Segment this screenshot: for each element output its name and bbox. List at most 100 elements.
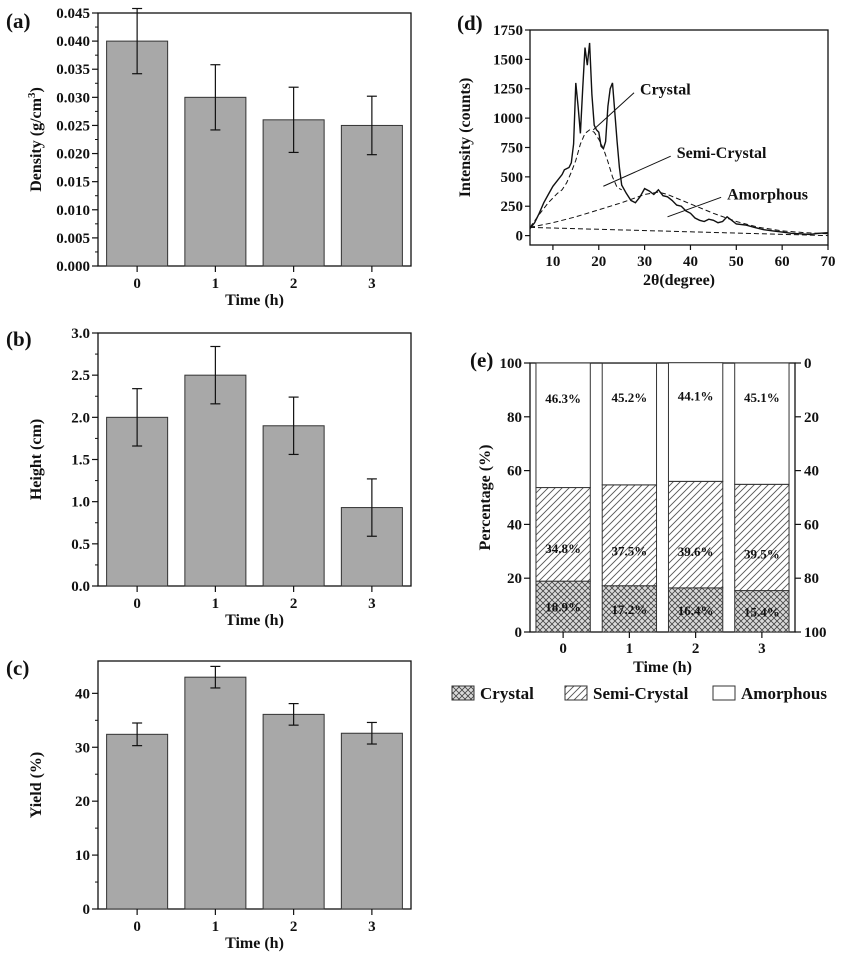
x-tick-label: 0 bbox=[559, 641, 567, 657]
x-tick-label: 1 bbox=[212, 276, 220, 292]
panel-b-height-chart: 0.0 0.5 1.0 1.5 2.0 2.5 3.0 0 1 2 3 Time (h) Height … bbox=[28, 326, 412, 629]
x-tick-label: 70 bbox=[821, 254, 836, 270]
annotation-label: Semi-Crystal bbox=[677, 145, 767, 162]
bar bbox=[340, 732, 403, 910]
x-tick-label: 2 bbox=[290, 596, 298, 612]
y-tick-label: 10 bbox=[75, 848, 90, 864]
data-label: 44.1% bbox=[678, 389, 714, 404]
y-tick-label: 0.020 bbox=[56, 147, 90, 163]
legend-label: Semi-Crystal bbox=[593, 684, 689, 703]
y-tick-label: 1500 bbox=[493, 52, 523, 68]
right-y-tick-label: 0 bbox=[804, 356, 812, 372]
xrd-pattern-line bbox=[529, 42, 829, 236]
x-tick-label: 0 bbox=[133, 276, 141, 292]
y-tick-label: 100 bbox=[500, 356, 523, 372]
bar bbox=[106, 40, 169, 267]
fit-curve-3 bbox=[529, 226, 829, 237]
y-tick-label: 0 bbox=[515, 625, 523, 641]
y-tick-label: 1.0 bbox=[71, 495, 90, 511]
bar bbox=[262, 713, 325, 910]
x-tick-label: 20 bbox=[591, 254, 606, 270]
x-axis-label: Time (h) bbox=[225, 612, 284, 629]
x-tick-label: 1 bbox=[626, 641, 634, 657]
legend-swatch-amorphous bbox=[712, 685, 736, 701]
y-tick-label: 20 bbox=[75, 794, 90, 810]
y-tick-label: 0.025 bbox=[56, 118, 90, 134]
annotation-label: Amorphous bbox=[727, 186, 808, 203]
annotation-leader-line bbox=[592, 92, 635, 131]
stacked-bar-segment-crystal bbox=[734, 590, 790, 633]
bar bbox=[184, 374, 247, 587]
plot-frame bbox=[97, 660, 412, 910]
stacked-bar-segment-semi-crystal bbox=[667, 480, 724, 589]
right-y-tick-label: 60 bbox=[804, 517, 819, 533]
y-tick-label: 0.040 bbox=[56, 34, 90, 50]
y-tick-label: 40 bbox=[75, 686, 90, 702]
x-tick-label: 3 bbox=[368, 276, 376, 292]
stacked-bar-segment-semi-crystal bbox=[601, 484, 658, 587]
x-tick-label: 3 bbox=[758, 641, 766, 657]
x-tick-label: 2 bbox=[290, 919, 298, 935]
y-tick-label: 0.045 bbox=[56, 6, 90, 22]
y-tick-label: 0.000 bbox=[56, 259, 90, 275]
y-tick-label: 40 bbox=[507, 517, 522, 533]
y-tick-label: 0.005 bbox=[56, 231, 90, 247]
y-axis-label: Percentage (%) bbox=[477, 445, 494, 551]
y-tick-label: 0.035 bbox=[56, 62, 90, 78]
y-tick-label: 1000 bbox=[493, 111, 523, 127]
data-label: 45.2% bbox=[612, 390, 648, 405]
panel-c-yield-chart: 0 10 20 30 40 0 1 2 3 Time (h) Yield (%) bbox=[28, 660, 412, 952]
y-tick-label: 500 bbox=[501, 170, 524, 186]
bar bbox=[184, 676, 247, 910]
x-tick-label: 50 bbox=[729, 254, 744, 270]
y-tick-label: 3.0 bbox=[71, 326, 90, 342]
x-tick-label: 60 bbox=[775, 254, 790, 270]
x-tick-label: 40 bbox=[683, 254, 698, 270]
y-tick-label: 750 bbox=[501, 140, 524, 156]
data-label: 39.5% bbox=[744, 547, 780, 562]
y-tick-label: 1750 bbox=[493, 23, 523, 39]
stacked-bar-segment-semi-crystal bbox=[734, 483, 790, 592]
y-tick-label: 20 bbox=[507, 571, 522, 587]
x-tick-label: 1 bbox=[212, 919, 220, 935]
y-tick-label: 2.5 bbox=[71, 368, 90, 384]
y-axis-label: Yield (%) bbox=[28, 752, 45, 819]
x-tick-label: 0 bbox=[133, 919, 141, 935]
plot-frame bbox=[529, 362, 796, 633]
y-tick-label: 0 bbox=[83, 902, 91, 918]
x-tick-label: 10 bbox=[545, 254, 560, 270]
y-tick-label: 1.5 bbox=[71, 453, 90, 469]
panel-a-density-chart: 0.000 0.005 0.010 0.015 0.020 0.025 0.030 0.035… bbox=[26, 6, 412, 309]
data-label: 34.8% bbox=[545, 541, 581, 556]
x-axis-label: Time (h) bbox=[633, 659, 692, 676]
panel-b-letter: (b) bbox=[6, 327, 32, 351]
y-tick-label: 60 bbox=[507, 464, 522, 480]
x-axis-label: 2θ(degree) bbox=[643, 272, 715, 289]
x-tick-label: 2 bbox=[290, 276, 298, 292]
panel-c-letter: (c) bbox=[6, 656, 29, 680]
y-tick-label: 80 bbox=[507, 410, 522, 426]
data-label: 45.1% bbox=[744, 390, 780, 405]
legend-label: Amorphous bbox=[741, 684, 827, 703]
y-tick-label: 250 bbox=[501, 199, 524, 215]
stacked-bar-segment-crystal bbox=[535, 580, 591, 633]
data-label: 17.2% bbox=[612, 602, 648, 617]
panel-e-percentage-chart: 0 20 40 60 80 100 100 80 60 40 20 0 18.9% 34.8% 46.3% 0… bbox=[451, 356, 827, 703]
data-label: 39.6% bbox=[678, 544, 714, 559]
y-axis-label: Density (g/cm3) bbox=[26, 87, 45, 192]
right-y-tick-label: 100 bbox=[804, 625, 827, 641]
y-tick-label: 30 bbox=[75, 740, 90, 756]
panel-d-xrd-chart: 0 250 500 750 1000 1250 1500 1750 10 20 30 40 50 60 70… bbox=[457, 23, 836, 289]
data-label: 46.3% bbox=[545, 391, 581, 406]
legend-label: Crystal bbox=[480, 684, 534, 703]
x-tick-label: 2 bbox=[692, 641, 700, 657]
panel-e-letter: (e) bbox=[470, 348, 493, 372]
y-tick-label: 0 bbox=[516, 229, 524, 245]
stacked-bar-segment-crystal bbox=[601, 585, 658, 633]
bar bbox=[340, 507, 403, 587]
y-tick-label: 0.030 bbox=[56, 90, 90, 106]
stacked-bar-segment-amorphous bbox=[601, 362, 658, 486]
x-tick-label: 30 bbox=[637, 254, 652, 270]
stacked-bar-segment-amorphous bbox=[667, 362, 724, 482]
x-tick-label: 3 bbox=[368, 596, 376, 612]
